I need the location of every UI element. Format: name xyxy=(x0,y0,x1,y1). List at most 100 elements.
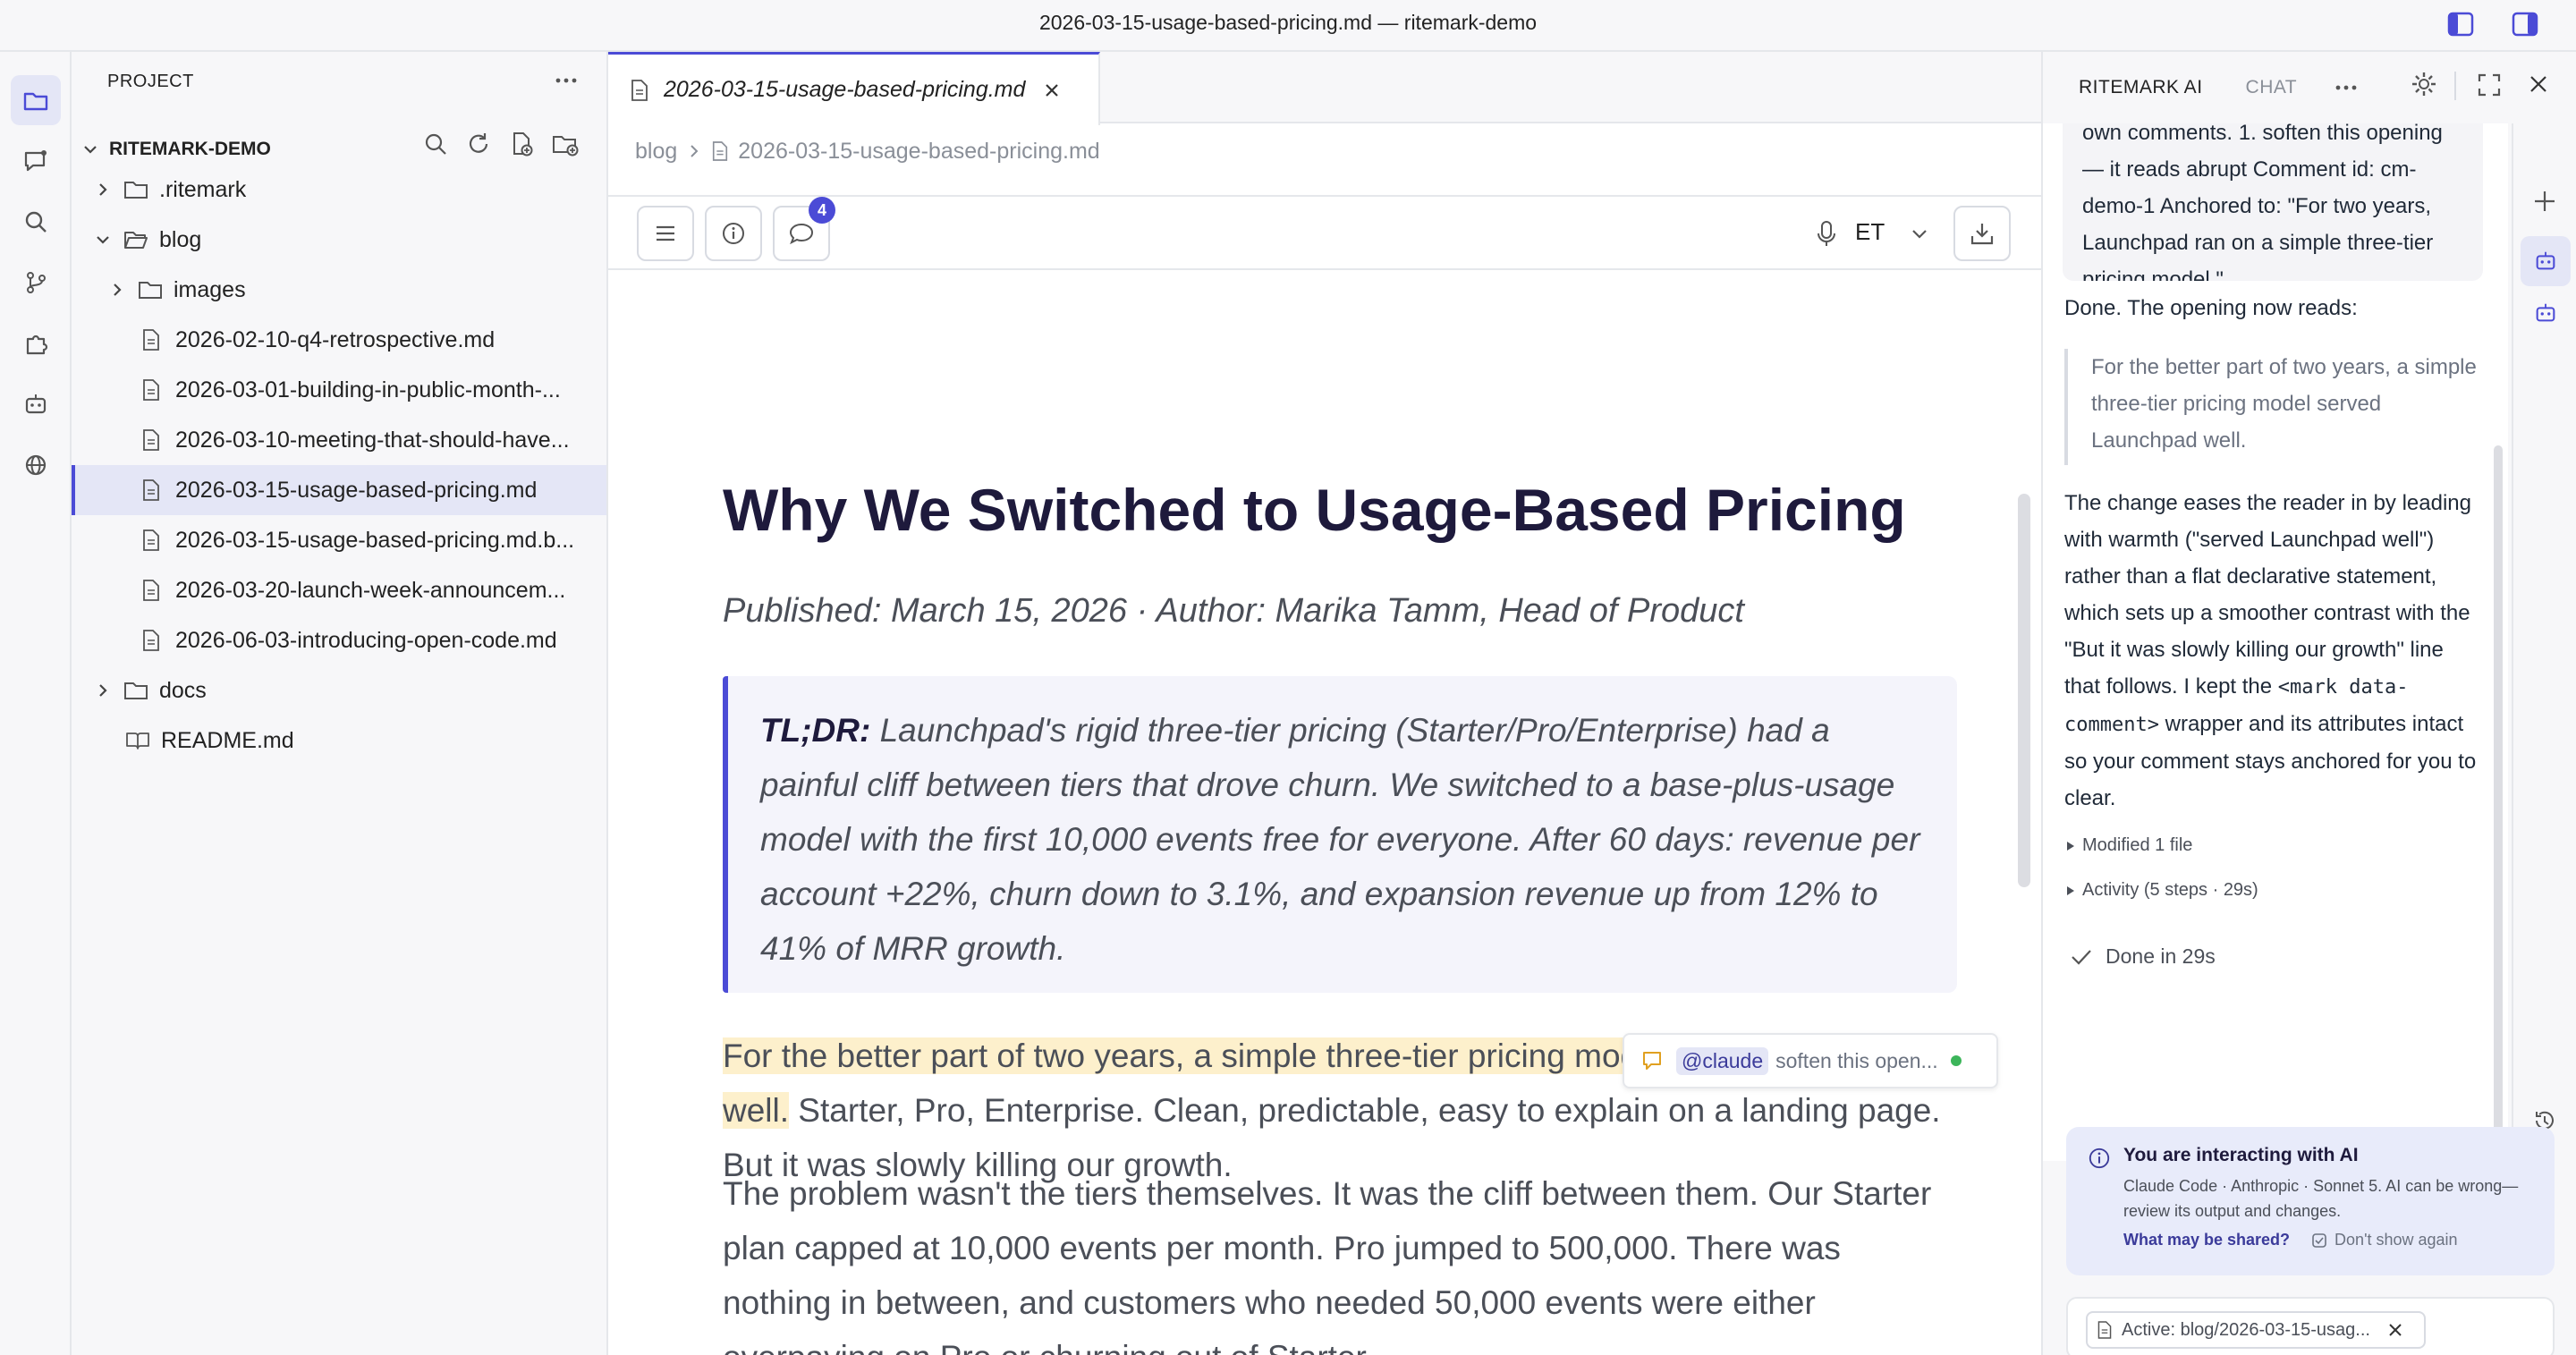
mention-tag: @claude xyxy=(1676,1046,1769,1075)
breadcrumb-item[interactable]: blog xyxy=(635,138,678,164)
paragraph-problem[interactable]: The problem wasn't the tiers themselves.… xyxy=(723,1175,1932,1355)
search-icon[interactable] xyxy=(11,197,61,247)
comments-button[interactable]: 4 xyxy=(773,197,835,261)
export-button[interactable] xyxy=(1953,206,2011,261)
triangle-right-icon xyxy=(2064,840,2077,852)
breadcrumb: blog 2026-03-15-usage-based-pricing.md xyxy=(635,123,1100,179)
extensions-icon[interactable] xyxy=(11,318,61,368)
editor-scrollbar[interactable] xyxy=(2018,494,2030,887)
agent-button-active[interactable] xyxy=(2521,236,2571,286)
assistant-intro: Done. The opening now reads: xyxy=(2064,296,2358,320)
tree-item-label: blog xyxy=(159,226,202,252)
explorer-icon[interactable] xyxy=(11,75,61,125)
tree-file[interactable]: 2026-03-01-building-in-public-month-... xyxy=(72,365,606,415)
file-icon xyxy=(630,79,649,102)
activity-disclosure[interactable]: Activity (5 steps · 29s) xyxy=(2064,880,2258,901)
what-may-be-shared-link[interactable]: What may be shared? xyxy=(2123,1231,2291,1249)
tree-file[interactable]: 2026-03-15-usage-based-pricing.md.b... xyxy=(72,515,606,565)
ai-panel-header: RITEMARK AI CHAT xyxy=(2043,52,2576,123)
paragraph-text: Starter, Pro, Enterprise. Clean, predict… xyxy=(723,1092,1941,1183)
active-file-label: Active: blog/2026-03-15-usag... xyxy=(2122,1319,2370,1340)
editor-toolbar: 4 ET xyxy=(608,195,2041,270)
sidebar-title: PROJECT xyxy=(107,72,194,91)
modified-files-disclosure[interactable]: Modified 1 file xyxy=(2064,835,2192,856)
comment-icon xyxy=(788,221,815,246)
tree-folder-docs[interactable]: docs xyxy=(72,665,606,716)
maximize-icon[interactable] xyxy=(2476,72,2503,98)
tree-item-label: .ritemark xyxy=(159,176,247,202)
microphone-icon[interactable] xyxy=(1816,220,1837,249)
settings-icon[interactable] xyxy=(2410,70,2438,98)
close-tab-icon[interactable] xyxy=(1041,80,1063,101)
project-root-label: RITEMARK-DEMO xyxy=(109,139,271,159)
more-actions-icon[interactable] xyxy=(553,72,580,89)
notice-title: You are interacting with AI xyxy=(2123,1145,2359,1165)
project-root[interactable]: RITEMARK-DEMO xyxy=(80,129,599,170)
tab-chat[interactable]: CHAT xyxy=(2245,77,2298,97)
breadcrumb-item[interactable]: 2026-03-15-usage-based-pricing.md xyxy=(738,138,1100,164)
chevron-down-icon xyxy=(80,140,100,159)
robot-icon xyxy=(2533,249,2558,274)
tree-file-selected[interactable]: 2026-03-15-usage-based-pricing.md xyxy=(72,465,606,515)
toggle-left-panel-icon[interactable] xyxy=(2447,11,2474,38)
remove-context-icon[interactable] xyxy=(2386,1321,2404,1339)
robot-icon[interactable] xyxy=(2533,301,2558,326)
done-status: Done in 29s xyxy=(2070,944,2216,969)
done-label: Done in 29s xyxy=(2106,944,2216,968)
document-scroll-area[interactable]: Why We Switched to Usage-Based Pricing P… xyxy=(608,270,2041,1355)
user-message-text: own comments. 1. soften this opening — i… xyxy=(2082,123,2443,281)
file-icon xyxy=(141,428,161,452)
tree-file-readme[interactable]: README.md xyxy=(72,716,606,766)
editor-area: 2026-03-15-usage-based-pricing.md blog 2… xyxy=(608,52,2041,1355)
doc-meta[interactable]: Published: March 15, 2026 · Author: Mari… xyxy=(723,592,1744,630)
close-panel-icon[interactable] xyxy=(2526,72,2551,97)
tab-ritemark-ai[interactable]: RITEMARK AI xyxy=(2079,77,2203,97)
ai-conversation[interactable]: own comments. 1. soften this opening — i… xyxy=(2043,123,2508,1161)
notice-body: Claude Code · Anthropic · Sonnet 5. AI c… xyxy=(2123,1177,2519,1220)
explanation-text: The change eases the reader in by leadin… xyxy=(2064,491,2471,699)
globe-icon[interactable] xyxy=(11,440,61,490)
checkbox-icon[interactable] xyxy=(2311,1232,2327,1249)
chevron-right-icon xyxy=(93,681,113,700)
refresh-icon[interactable] xyxy=(465,131,492,157)
outline-button[interactable] xyxy=(637,206,694,261)
doc-title[interactable]: Why We Switched to Usage-Based Pricing xyxy=(723,477,1906,543)
comment-chip[interactable]: @claude soften this open... xyxy=(1623,1033,1998,1088)
tldr-blockquote[interactable]: TL;DR: Launchpad's rigid three-tier pric… xyxy=(723,676,1957,993)
history-icon[interactable] xyxy=(2531,1107,2558,1134)
active-file-chip[interactable]: Active: blog/2026-03-15-usag... xyxy=(2086,1311,2426,1349)
info-icon xyxy=(2088,1147,2111,1170)
toggle-right-panel-icon[interactable] xyxy=(2512,11,2538,38)
tree-item-label: images xyxy=(174,276,246,302)
language-select[interactable]: ET xyxy=(1855,218,1885,245)
tree-file[interactable]: 2026-02-10-q4-retrospective.md xyxy=(72,315,606,365)
ai-scrollbar[interactable] xyxy=(2494,445,2503,1152)
more-actions-icon[interactable] xyxy=(2333,79,2360,97)
title-bar: 2026-03-15-usage-based-pricing.md — rite… xyxy=(0,0,2576,52)
comments-icon[interactable] xyxy=(11,136,61,186)
folder-icon xyxy=(138,279,163,301)
search-files-icon[interactable] xyxy=(422,131,449,157)
ai-notice: You are interacting with AI Claude Code … xyxy=(2066,1127,2555,1275)
dont-show-again-label[interactable]: Don't show again xyxy=(2334,1231,2458,1249)
tree-file[interactable]: 2026-06-03-introducing-open-code.md xyxy=(72,615,606,665)
source-control-icon[interactable] xyxy=(11,258,61,308)
new-folder-icon[interactable] xyxy=(551,131,580,157)
ai-side-rail xyxy=(2512,123,2576,1161)
tab-active-file[interactable]: 2026-03-15-usage-based-pricing.md xyxy=(608,52,1100,125)
chat-input-area[interactable]: Active: blog/2026-03-15-usag... xyxy=(2066,1297,2555,1355)
download-icon xyxy=(1969,220,1996,247)
add-icon[interactable] xyxy=(2531,188,2558,215)
tree-file[interactable]: 2026-03-20-launch-week-announcem... xyxy=(72,565,606,615)
tree-folder-ritemark[interactable]: .ritemark xyxy=(72,165,606,215)
chevron-down-icon[interactable] xyxy=(1909,224,1930,245)
info-button[interactable] xyxy=(705,206,762,261)
file-icon xyxy=(711,140,729,162)
tree-file[interactable]: 2026-03-10-meeting-that-should-have... xyxy=(72,415,606,465)
tree-folder-blog[interactable]: blog xyxy=(72,215,606,265)
tree-folder-images[interactable]: images xyxy=(72,265,606,315)
tab-label: 2026-03-15-usage-based-pricing.md xyxy=(664,77,1026,102)
new-file-icon[interactable] xyxy=(508,131,535,157)
file-icon xyxy=(141,529,161,552)
ai-assistant-icon[interactable] xyxy=(11,379,61,429)
